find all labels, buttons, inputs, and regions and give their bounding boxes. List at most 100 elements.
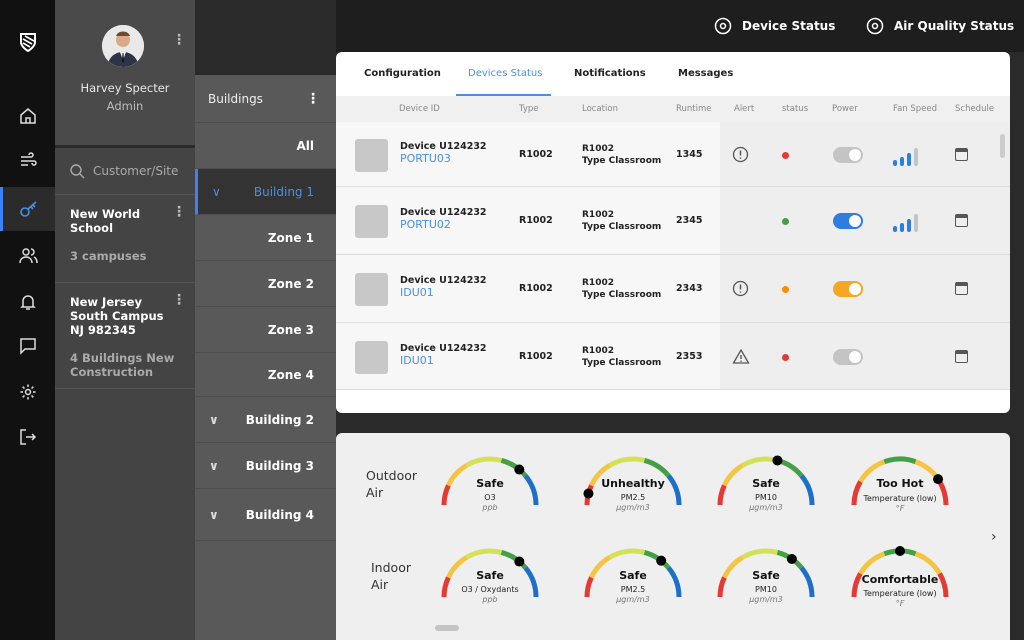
- table-row[interactable]: Device U124232 PORTU03 R1002 R1002 Type Cl…: [336, 122, 1010, 187]
- tab-notifications[interactable]: Notifications: [574, 68, 646, 79]
- device-thumbnail: [355, 340, 388, 374]
- runtime: 1345: [676, 148, 703, 160]
- avatar[interactable]: [102, 25, 144, 67]
- gauge-segment: [722, 555, 744, 579]
- outdoor-air-label: Outdoor Air: [366, 468, 418, 500]
- power-toggle[interactable]: [833, 281, 863, 297]
- gauge-segment: [851, 480, 863, 506]
- alert-circle-icon[interactable]: [732, 146, 749, 163]
- gauge-unit: µgm/m3: [749, 503, 783, 512]
- gauge-arc: [441, 548, 539, 598]
- tab-devices-status[interactable]: Devices Status: [468, 68, 543, 79]
- building-item-2[interactable]: ∨ Building 2: [195, 397, 336, 443]
- gauge-segment: [858, 459, 886, 483]
- chat-icon[interactable]: [0, 324, 55, 368]
- device-status-link[interactable]: Device Status: [714, 17, 835, 35]
- row-controls-bg: [720, 122, 1010, 186]
- gauge-segment: [441, 484, 451, 506]
- profile-panel: ⋮ Harvey Specter Admin: [55, 0, 195, 145]
- gauge-unit: ppb: [482, 595, 498, 604]
- zone-item-3[interactable]: Zone 3: [195, 307, 336, 353]
- toggle-knob: [849, 350, 861, 363]
- customer-site-search[interactable]: Customer/Site: [55, 148, 195, 195]
- gauge-unit: °F: [895, 599, 905, 608]
- building-item-3[interactable]: ∨ Building 3: [195, 443, 336, 489]
- profile-menu-button[interactable]: ⋮: [172, 32, 186, 48]
- site-menu-button[interactable]: ⋮: [172, 204, 186, 220]
- buildings-title: Buildings: [208, 91, 263, 106]
- logout-icon[interactable]: [0, 415, 55, 459]
- device-id-link[interactable]: PORTU03: [400, 151, 451, 165]
- table-scrollbar[interactable]: [1000, 134, 1005, 158]
- calendar-icon[interactable]: [955, 349, 968, 363]
- gauge-status: Unhealthy: [601, 477, 665, 490]
- home-icon[interactable]: [0, 94, 55, 138]
- gauge-segment: [717, 484, 727, 506]
- buildings-panel: Buildings ⋮ All ∨ Building 1 Zone 1 Zone 2…: [195, 75, 336, 640]
- gauge-arc: [717, 548, 815, 598]
- power-toggle[interactable]: [833, 146, 863, 163]
- air-quality-status-link[interactable]: Air Quality Status: [866, 17, 1014, 35]
- col-status: status: [782, 104, 809, 114]
- runtime: 2345: [676, 215, 703, 226]
- top-bar: Device Status Air Quality Status: [336, 0, 1024, 52]
- next-chevron-right-icon[interactable]: ›: [991, 529, 997, 545]
- calendar-icon[interactable]: [955, 282, 968, 295]
- building-item-all[interactable]: All: [195, 123, 336, 169]
- air-quality-status-label: Air Quality Status: [894, 19, 1015, 33]
- col-type: Type: [519, 104, 539, 114]
- carousel-pager[interactable]: [435, 625, 459, 631]
- zone-item-2[interactable]: Zone 2: [195, 261, 336, 307]
- site-item[interactable]: New World School 3 campuses ⋮: [55, 195, 195, 283]
- fan-speed-bar: [914, 214, 918, 232]
- gauge-segment: [608, 548, 646, 560]
- item-label: Zone 1: [267, 230, 314, 245]
- col-schedule: Schedule: [955, 104, 995, 114]
- building-item-4[interactable]: ∨ Building 4: [195, 489, 336, 541]
- site-menu-button[interactable]: ⋮: [172, 292, 186, 308]
- zone-item-1[interactable]: Zone 1: [195, 215, 336, 261]
- key-icon[interactable]: [0, 187, 55, 231]
- table-row[interactable]: Device U124232 IDU01 R1002 R1002 Type Clas…: [336, 255, 1010, 323]
- gauge-indoor-2: Safe PM10 µgm/m3: [711, 541, 821, 621]
- item-label: Building 3: [245, 458, 314, 473]
- site-item[interactable]: New Jersey South Campus NJ 982345 4 Buil…: [55, 283, 195, 389]
- eye-icon: [866, 17, 884, 35]
- alert-circle-icon[interactable]: [732, 280, 749, 297]
- location-room: R1002: [582, 278, 614, 288]
- device-id-link[interactable]: IDU01: [400, 286, 434, 299]
- table-row[interactable]: Device U124232 PORTU02 R1002 R1002 Type Cl…: [336, 187, 1010, 255]
- fan-speed-bars[interactable]: [893, 147, 918, 166]
- air-flow-icon[interactable]: [0, 138, 55, 182]
- device-id-link[interactable]: IDU01: [400, 353, 434, 367]
- building-item-1[interactable]: ∨ Building 1: [195, 169, 336, 215]
- zone-item-4[interactable]: Zone 4: [195, 353, 336, 397]
- gauge-segment: [500, 550, 528, 570]
- gauge-arc: [717, 455, 815, 506]
- device-type: R1002: [519, 215, 553, 226]
- tab-messages[interactable]: Messages: [678, 68, 734, 79]
- bell-icon[interactable]: [0, 280, 55, 324]
- gauge-unit: µgm/m3: [616, 595, 650, 604]
- fan-speed-bars[interactable]: [893, 213, 918, 232]
- tab-configuration[interactable]: Configuration: [364, 68, 441, 79]
- gauge-indoor-0: Safe O3 / Oxydants ppb: [435, 541, 545, 621]
- col-fan-speed: Fan Speed: [893, 104, 938, 114]
- table-row[interactable]: Device U124232 IDU01 R1002 R1002 Type Clas…: [336, 323, 1010, 390]
- warning-triangle-icon[interactable]: [732, 348, 750, 365]
- device-id-link[interactable]: PORTU02: [400, 218, 451, 231]
- buildings-menu-button[interactable]: ⋮: [306, 90, 320, 107]
- device-thumbnail: [355, 205, 388, 238]
- power-toggle[interactable]: [833, 213, 863, 229]
- device-status-label: Device Status: [742, 19, 836, 33]
- calendar-icon[interactable]: [955, 147, 968, 161]
- settings-gear-icon[interactable]: [0, 370, 55, 414]
- gauge-marker: [772, 455, 783, 466]
- power-toggle[interactable]: [833, 348, 863, 365]
- location-cell: R1002 Type Classroom: [582, 143, 661, 167]
- calendar-icon[interactable]: [955, 214, 968, 227]
- gauge-unit: µgm/m3: [749, 595, 783, 604]
- gauge-segment: [441, 576, 451, 598]
- logo-shield-icon: [0, 20, 55, 64]
- users-icon[interactable]: [0, 234, 55, 278]
